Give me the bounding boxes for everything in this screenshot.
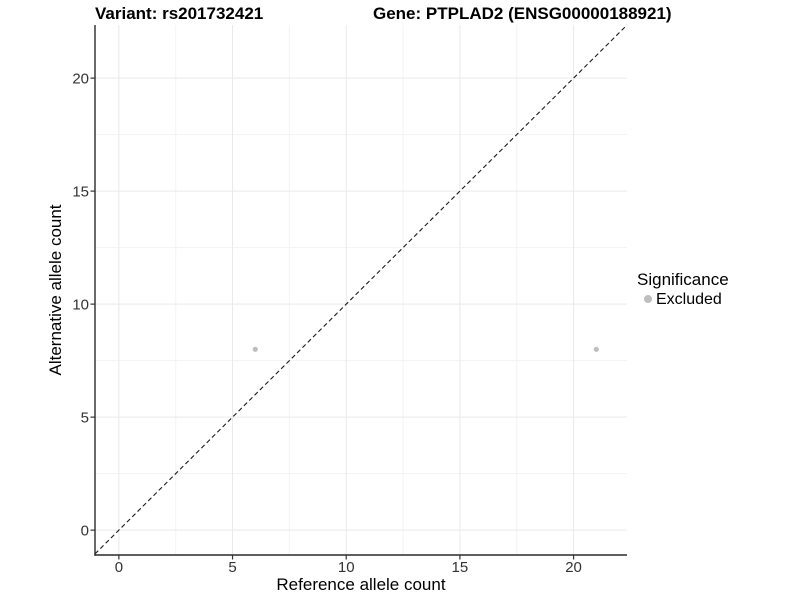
y-tick-label: 15 [72,184,89,201]
title-gene: Gene: PTPLAD2 (ENSG00000188921) [373,4,672,23]
data-point [593,346,599,352]
title-variant: Variant: rs201732421 [95,4,263,23]
y-tick-label: 20 [72,71,89,88]
x-tick-label: 15 [452,559,469,576]
data-point [252,346,258,352]
minor-gridlines [95,25,627,555]
legend: Significance Excluded [637,270,729,308]
legend-excluded-dot-icon [644,295,652,303]
x-axis-title: Reference allele count [276,575,445,594]
y-axis-tick-labels: 0 5 10 15 20 [72,71,89,540]
major-gridlines [95,25,627,555]
y-tick-label: 10 [72,297,89,314]
y-tick-label: 0 [81,523,89,540]
x-tick-label: 10 [338,559,355,576]
identity-dashed-line [94,24,628,555]
y-axis-tick-marks [90,77,95,531]
x-axis-tick-marks [118,555,575,560]
x-axis-tick-labels: 0 5 10 15 20 [115,559,582,576]
legend-excluded-label: Excluded [656,291,722,308]
data-points-layer [252,346,599,352]
x-tick-label: 0 [115,559,123,576]
y-axis-title: Alternative allele count [46,204,65,375]
x-tick-label: 5 [228,559,236,576]
x-tick-label: 20 [565,559,582,576]
legend-title: Significance [637,270,729,289]
y-tick-label: 5 [81,410,89,427]
